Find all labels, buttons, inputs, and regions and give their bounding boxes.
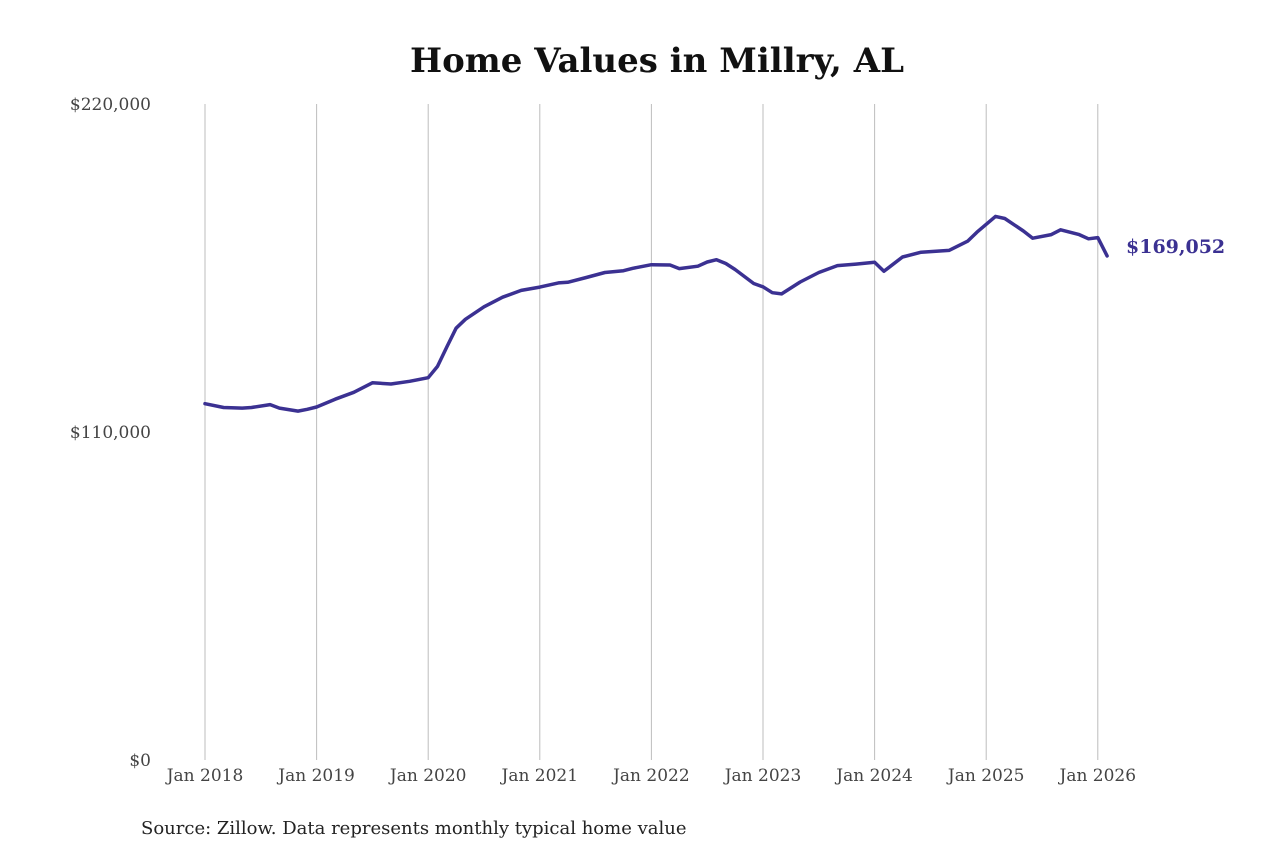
y-axis: $0 $110,000 $220,000 — [70, 95, 151, 771]
x-tick-label: Jan 2026 — [1058, 766, 1137, 786]
grid-lines — [204, 104, 1099, 760]
x-tick-label: Jan 2020 — [388, 766, 467, 786]
x-tick-label: Jan 2023 — [723, 766, 802, 786]
source-note: Source: Zillow. Data represents monthly … — [141, 818, 687, 839]
x-axis: Jan 2018 Jan 2019 Jan 2020 Jan 2021 Jan 2022… — [165, 766, 1136, 786]
x-tick-label: Jan 2024 — [834, 766, 913, 786]
chart-title: Home Values in Millry, AL — [410, 41, 904, 81]
x-tick-label: Jan 2021 — [500, 766, 579, 786]
x-tick-label: Jan 2025 — [946, 766, 1025, 786]
series-line — [203, 214, 1109, 413]
last-value-label: $169,052 — [1126, 236, 1225, 258]
x-tick-label: Jan 2019 — [276, 766, 355, 786]
x-tick-label: Jan 2018 — [165, 766, 244, 786]
y-tick-label: $220,000 — [70, 95, 151, 115]
x-tick-label: Jan 2022 — [611, 766, 690, 786]
y-tick-label: $0 — [129, 751, 151, 771]
y-tick-label: $110,000 — [70, 423, 151, 443]
series-layer — [203, 214, 1109, 413]
